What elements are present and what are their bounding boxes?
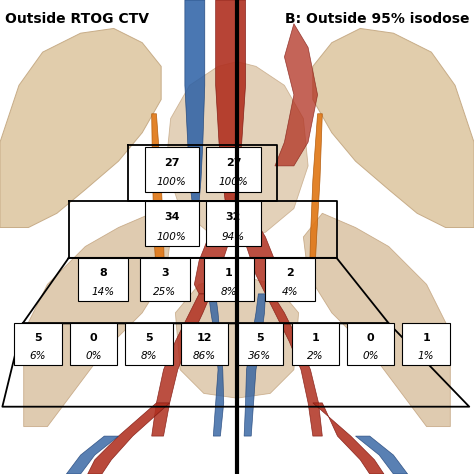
Polygon shape [356,436,408,474]
FancyBboxPatch shape [70,323,117,365]
Text: 32: 32 [226,212,241,222]
Polygon shape [313,28,474,228]
Text: 94%: 94% [222,232,245,242]
Text: 8%: 8% [141,351,157,361]
Polygon shape [152,294,211,436]
Text: 36%: 36% [248,351,271,361]
Text: 3: 3 [161,268,169,278]
Polygon shape [194,213,280,294]
Text: B: Outside 95% isodose: B: Outside 95% isodose [285,12,469,26]
Text: 14%: 14% [91,287,115,297]
Polygon shape [244,294,265,436]
FancyBboxPatch shape [206,147,261,192]
Text: 1: 1 [225,268,233,278]
Text: 100%: 100% [157,177,187,187]
FancyBboxPatch shape [145,201,199,246]
Text: 100%: 100% [219,177,248,187]
Polygon shape [88,403,170,474]
Polygon shape [166,62,308,237]
Text: 6%: 6% [30,351,46,361]
FancyBboxPatch shape [140,258,190,301]
Text: Outside RTOG CTV: Outside RTOG CTV [5,12,149,26]
Text: 12: 12 [197,333,212,343]
FancyBboxPatch shape [125,323,173,365]
FancyBboxPatch shape [145,147,199,192]
FancyBboxPatch shape [206,201,261,246]
Text: 2: 2 [286,268,294,278]
Text: 100%: 100% [157,232,187,242]
Text: 1%: 1% [418,351,434,361]
Text: 1: 1 [422,333,430,343]
Polygon shape [275,24,318,166]
Text: 5: 5 [34,333,42,343]
FancyBboxPatch shape [236,323,283,365]
Text: 1: 1 [311,333,319,343]
Text: 0: 0 [367,333,374,343]
Text: 0: 0 [90,333,97,343]
Polygon shape [66,436,118,474]
Polygon shape [216,0,246,213]
FancyBboxPatch shape [265,258,315,301]
Text: 34: 34 [164,212,180,222]
Text: 5: 5 [145,333,153,343]
Text: 4%: 4% [282,287,299,297]
Text: 25%: 25% [153,287,176,297]
Polygon shape [309,114,322,294]
FancyBboxPatch shape [204,258,254,301]
Polygon shape [313,403,384,474]
Text: 0%: 0% [85,351,101,361]
Polygon shape [185,0,205,213]
Text: 86%: 86% [193,351,216,361]
FancyBboxPatch shape [292,323,339,365]
Polygon shape [0,28,161,228]
Text: 8%: 8% [220,287,237,297]
FancyBboxPatch shape [347,323,394,365]
Text: 0%: 0% [363,351,379,361]
FancyBboxPatch shape [78,258,128,301]
Text: 5: 5 [256,333,264,343]
Text: 27: 27 [164,158,180,168]
Text: 2%: 2% [307,351,323,361]
Polygon shape [209,294,224,436]
FancyBboxPatch shape [14,323,62,365]
FancyBboxPatch shape [402,323,450,365]
FancyBboxPatch shape [181,323,228,365]
Polygon shape [303,213,450,427]
Text: 8: 8 [99,268,107,278]
Polygon shape [265,294,322,436]
Polygon shape [175,275,299,398]
Polygon shape [24,213,171,427]
Polygon shape [152,114,165,294]
Text: 27: 27 [226,158,241,168]
